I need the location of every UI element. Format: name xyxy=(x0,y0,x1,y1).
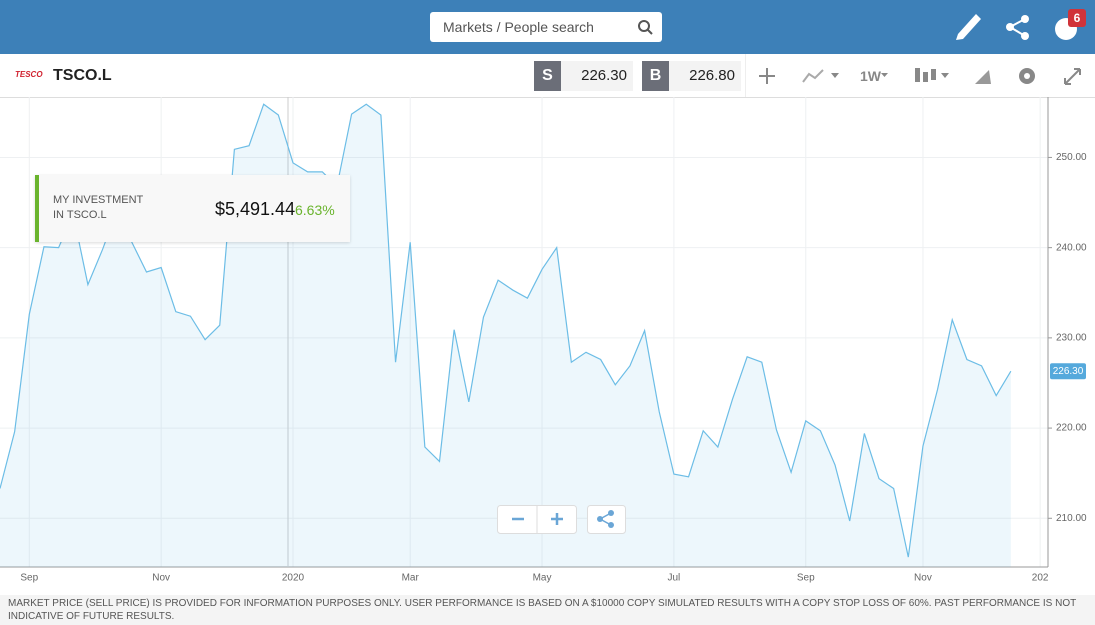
candles-icon[interactable] xyxy=(915,68,936,82)
investment-change: 6.63% xyxy=(295,202,335,218)
y-tick-label: 210.00 xyxy=(1056,513,1087,524)
x-tick-label: 202 xyxy=(1032,573,1049,584)
dropdown-arrow xyxy=(881,73,888,77)
current-price-label: 226.30 xyxy=(1053,366,1084,377)
x-tick-label: Jul xyxy=(668,573,681,584)
zoom-controls xyxy=(497,505,626,534)
investment-amount: $5,491.44 xyxy=(215,199,296,219)
x-tick-label: Sep xyxy=(20,573,38,584)
instrument-symbol: TSCO.L xyxy=(53,67,112,84)
toolbar-icons xyxy=(745,54,1081,97)
crosshair-icon[interactable] xyxy=(759,68,775,84)
y-tick-label: 230.00 xyxy=(1056,333,1087,344)
share-icon-lines xyxy=(1009,18,1026,37)
y-tick-label: 240.00 xyxy=(1056,242,1087,253)
instrument-logo: TESCO xyxy=(15,70,43,79)
chart-type-icon[interactable] xyxy=(802,69,824,83)
share-icon[interactable] xyxy=(1006,15,1029,40)
x-tick-label: Sep xyxy=(797,573,815,584)
y-tick-label: 250.00 xyxy=(1056,152,1087,163)
investment-label: MY INVESTMENT xyxy=(53,194,144,206)
draw-icon[interactable] xyxy=(975,70,991,84)
share-chart-lines xyxy=(599,512,612,526)
current-price-tag xyxy=(1050,363,1086,380)
notification-badge: 6 xyxy=(1068,9,1086,27)
dropdown-arrow xyxy=(831,73,839,78)
dropdown-arrow xyxy=(941,73,949,78)
investment-sublabel: IN TSCO.L xyxy=(53,209,107,221)
buy-price: 226.80 xyxy=(669,61,741,91)
buy-button[interactable]: B xyxy=(642,61,669,91)
x-tick-label: 2020 xyxy=(282,573,305,584)
timeframe-select[interactable]: 1W xyxy=(860,68,881,84)
disclaimer: MARKET PRICE (SELL PRICE) IS PROVIDED FO… xyxy=(0,595,1095,625)
area xyxy=(0,104,1011,567)
x-tick-label: May xyxy=(533,573,552,584)
share-chart[interactable] xyxy=(587,505,626,534)
y-tick-label: 220.00 xyxy=(1056,423,1087,434)
sell-button[interactable]: S xyxy=(534,61,561,91)
x-tick-label: Mar xyxy=(402,573,420,584)
search-icon[interactable] xyxy=(638,20,650,32)
x-tick-label: Nov xyxy=(152,573,170,584)
settings-icon-hole xyxy=(1024,73,1030,79)
search-box[interactable]: Markets / People search xyxy=(430,12,662,42)
edit-icon[interactable] xyxy=(956,14,981,40)
search-icon-handle xyxy=(647,29,653,35)
sell-price: 226.30 xyxy=(561,61,633,91)
top-icons xyxy=(638,14,1077,40)
x-tick-label: Nov xyxy=(914,573,932,584)
line xyxy=(0,103,1012,558)
fullscreen-icon[interactable] xyxy=(1064,68,1081,85)
investment-card xyxy=(35,175,350,242)
zoom-in[interactable] xyxy=(551,513,563,525)
